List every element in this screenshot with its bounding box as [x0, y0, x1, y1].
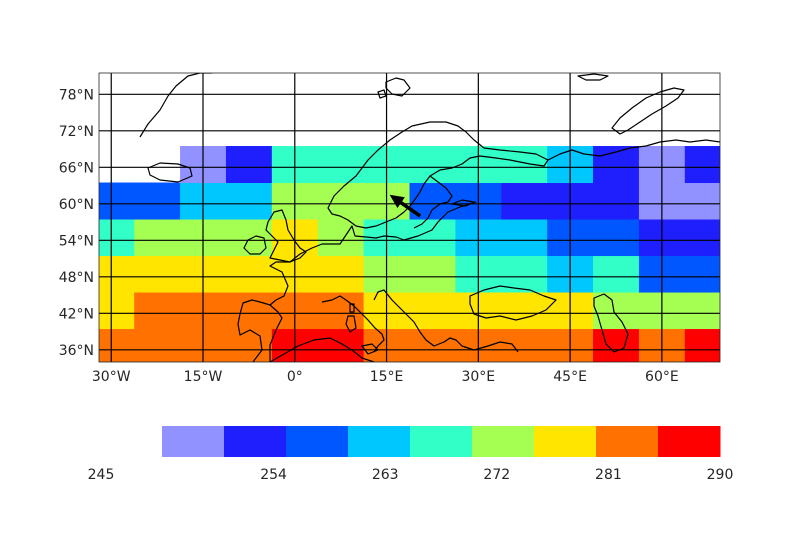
colorbar-swatch	[162, 426, 225, 457]
heatmap-cell	[501, 146, 548, 184]
latitude-tick-label: 42°N	[59, 306, 94, 322]
longitude-tick-label: 0°	[287, 369, 303, 385]
heatmap-cell	[684, 255, 720, 293]
longitude-tick-label: 30°E	[461, 369, 495, 385]
longitude-tick-label: 15°E	[370, 369, 404, 385]
longitude-tick-label: 30°W	[92, 369, 131, 385]
heatmap-cell	[409, 146, 456, 184]
longitude-tick-labels: 30°W 15°W 0° 15°E 30°E 45°E 60°E	[92, 369, 679, 385]
colorbar-tick-label: 290	[707, 467, 734, 483]
heatmap-cell	[593, 219, 640, 257]
heatmap-cell	[225, 146, 273, 184]
latitude-tick-label: 36°N	[59, 343, 94, 359]
latitude-tick-label: 78°N	[59, 87, 94, 103]
heatmap-cell	[501, 292, 548, 330]
heatmap-cell	[684, 146, 720, 184]
colorbar-swatch	[410, 426, 473, 457]
wind-arrow	[389, 194, 422, 218]
heatmap-cell	[134, 219, 181, 257]
heatmap-cell	[99, 182, 135, 220]
colorbar-swatch	[224, 426, 287, 457]
latitude-tick-label: 48°N	[59, 270, 94, 286]
colorbar-swatch	[472, 426, 535, 457]
heatmap-cell	[134, 292, 181, 330]
colorbar-swatch	[658, 426, 721, 457]
heatmap-cell	[225, 182, 273, 220]
heatmap-cell	[317, 328, 365, 362]
graticule	[99, 73, 720, 362]
heatmap-cell	[317, 146, 365, 184]
latitude-tick-labels: 36°N 42°N 48°N 54°N 60°N 66°N 72°N 78°N	[59, 87, 94, 359]
heatmap-cell	[593, 182, 640, 220]
heatmap-cell	[501, 255, 548, 293]
colorbar-tick-label: 245	[88, 467, 115, 483]
colorbar	[162, 426, 721, 457]
heatmap-cell	[501, 182, 548, 220]
heatmap-cell	[99, 219, 135, 257]
latitude-tick-label: 66°N	[59, 160, 94, 176]
wind-vector-arrows	[389, 194, 422, 218]
heatmap-cell	[317, 219, 365, 257]
latitude-tick-label: 54°N	[59, 233, 94, 249]
heatmap-cell	[134, 328, 181, 362]
colorbar-swatch	[348, 426, 411, 457]
heatmap-cell	[225, 292, 273, 330]
heatmap-cell	[684, 292, 720, 330]
heatmap-cells	[99, 146, 720, 362]
latitude-tick-label: 60°N	[59, 197, 94, 213]
longitude-tick-label: 45°E	[553, 369, 587, 385]
heatmap-cell	[684, 182, 720, 220]
heatmap-cell	[593, 328, 640, 362]
heatmap-cell	[134, 255, 181, 293]
heatmap-cell	[684, 219, 720, 257]
map-frame	[98, 72, 721, 363]
colorbar-tick-label: 263	[372, 467, 399, 483]
heatmap-cell	[409, 255, 456, 293]
colorbar-tick-label: 254	[260, 467, 287, 483]
heatmap-cell	[99, 255, 135, 293]
heatmap-cell	[409, 292, 456, 330]
colorbar-swatch	[286, 426, 349, 457]
longitude-tick-label: 60°E	[645, 369, 679, 385]
heatmap-cell	[501, 219, 548, 257]
heatmap-cell	[317, 255, 365, 293]
heatmap-cell	[593, 292, 640, 330]
colorbar-tick-labels: 245 254 263 272 281 290	[88, 467, 734, 483]
colorbar-swatch	[596, 426, 659, 457]
map-area	[99, 73, 720, 362]
heatmap-cell	[225, 328, 273, 362]
heatmap-cell	[317, 182, 365, 220]
heatmap-cell	[409, 219, 456, 257]
heatmap-cell	[134, 182, 181, 220]
heatmap-cell	[225, 255, 273, 293]
heatmap-cell	[99, 292, 135, 330]
colorbar-tick-label: 272	[483, 467, 510, 483]
colorbar-swatch	[534, 426, 597, 457]
heatmap-cell	[593, 255, 640, 293]
heatmap-cell	[225, 219, 273, 257]
heatmap-cell	[684, 328, 720, 362]
heatmap-cell	[501, 328, 548, 362]
longitude-tick-label: 15°W	[184, 369, 223, 385]
heatmap-cell	[317, 292, 365, 330]
colorbar-tick-label: 281	[595, 467, 622, 483]
heatmap-cell	[99, 328, 135, 362]
latitude-tick-label: 72°N	[59, 124, 94, 140]
